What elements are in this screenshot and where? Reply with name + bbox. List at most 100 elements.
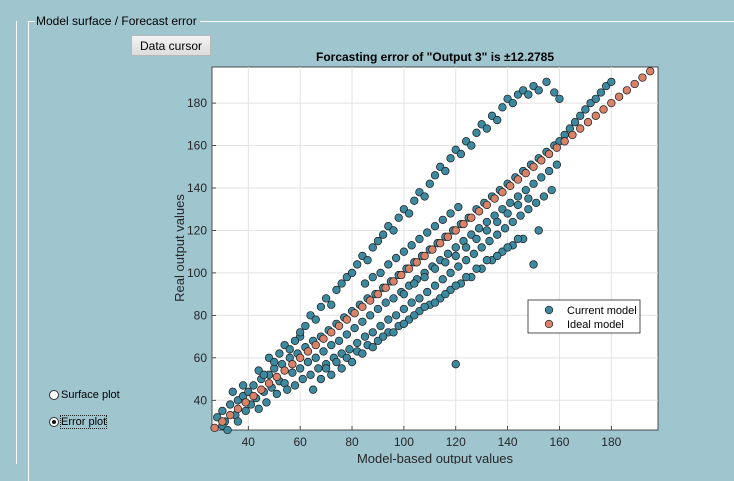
current-model-point	[394, 213, 403, 222]
current-model-point	[430, 281, 440, 290]
ideal-model-point	[544, 149, 554, 159]
current-model-point	[576, 111, 585, 120]
ideal-model-point	[622, 86, 632, 95]
current-model-point	[363, 256, 372, 265]
current-model-point	[500, 224, 510, 233]
current-model-point	[441, 166, 450, 176]
current-model-point	[430, 298, 440, 307]
error-scatter-chart[interactable]: 40 60 80 100 120 140 160 180 40 60 80 100 120 140 160…	[0, 0, 734, 464]
radio-button-icon[interactable]	[49, 390, 59, 400]
current-model-point	[327, 300, 336, 309]
current-model-point	[493, 230, 502, 239]
current-model-point	[493, 217, 502, 227]
current-model-point	[420, 273, 429, 282]
ideal-model-point	[303, 347, 313, 356]
current-model-point	[451, 281, 460, 290]
current-model-point	[334, 336, 344, 345]
radio-button-selected-icon[interactable]	[49, 417, 59, 427]
y-tick-label: 160	[187, 139, 207, 153]
current-model-point	[332, 285, 341, 295]
current-model-point	[472, 234, 481, 244]
current-model-point	[446, 268, 455, 278]
ideal-model-point	[327, 328, 336, 337]
current-model-point	[451, 360, 460, 369]
current-model-point	[430, 222, 440, 231]
error-plot-radio[interactable]: Error plot	[49, 415, 108, 429]
current-model-point	[254, 404, 263, 413]
y-axis-label: Real output values	[172, 194, 187, 302]
current-model-point	[423, 228, 432, 237]
ideal-model-point	[537, 156, 546, 165]
y-tick-label: 120	[187, 223, 207, 237]
ideal-model-point	[428, 245, 437, 254]
ideal-model-point	[638, 73, 647, 82]
ideal-model-point	[241, 398, 250, 407]
current-model-point	[555, 94, 564, 103]
current-model-point	[461, 256, 471, 265]
current-model-point	[391, 311, 401, 320]
x-tick-label: 100	[394, 435, 414, 449]
current-model-point	[360, 279, 370, 288]
current-model-point	[350, 323, 359, 333]
surface-plot-radio[interactable]: Surface plot	[49, 388, 120, 402]
current-model-point	[524, 194, 533, 203]
y-tick-label: 140	[187, 181, 207, 195]
ideal-model-point	[226, 410, 235, 420]
current-model-point	[238, 381, 248, 390]
current-model-point	[270, 357, 279, 367]
outer-frame-line	[16, 21, 17, 464]
current-model-point	[226, 400, 235, 409]
current-model-point	[529, 260, 538, 269]
grid-lines	[212, 67, 658, 430]
current-model-point	[529, 179, 538, 188]
current-model-point	[534, 226, 543, 235]
model-surface-panel	[28, 21, 734, 481]
current-model-point	[513, 192, 523, 201]
current-model-point	[288, 368, 297, 377]
legend-marker-ideal-model	[544, 319, 554, 329]
current-model-point	[218, 406, 227, 416]
current-model-point	[373, 304, 383, 314]
current-model-point	[347, 268, 357, 278]
current-model-point	[368, 343, 377, 352]
current-model-point	[337, 279, 346, 288]
current-model-point	[477, 243, 486, 252]
ideal-model-point	[264, 379, 274, 388]
ideal-model-point	[373, 289, 383, 299]
current-model-point	[327, 340, 336, 350]
x-tick-label: 60	[293, 435, 307, 449]
ideal-model-point	[233, 404, 243, 413]
current-model-point	[454, 262, 463, 271]
current-model-point	[290, 336, 300, 345]
legend-label-current-model: Current model	[567, 305, 637, 317]
current-model-point	[516, 211, 525, 220]
current-model-point	[469, 249, 479, 258]
ideal-model-point	[474, 207, 484, 216]
ideal-model-point	[288, 360, 297, 369]
ideal-model-point	[381, 283, 390, 292]
current-model-point	[534, 86, 543, 95]
y-tick-label: 80	[194, 308, 208, 322]
current-model-point	[233, 417, 243, 426]
current-model-point	[474, 224, 484, 233]
legend: Current model Ideal model	[527, 299, 641, 334]
current-model-point	[321, 364, 331, 373]
current-model-point	[283, 385, 292, 394]
current-model-point	[378, 332, 388, 341]
data-cursor-button[interactable]: Data cursor	[131, 35, 211, 56]
y-tick-label: 40	[194, 393, 208, 407]
current-model-point	[493, 251, 502, 261]
ideal-model-point	[358, 302, 367, 312]
current-model-point	[461, 243, 471, 252]
current-model-point	[415, 294, 424, 303]
current-model-point	[342, 330, 351, 339]
y-ticks: 40 60 80 100 120 140 160 180	[187, 96, 216, 407]
ideal-model-point	[296, 353, 305, 362]
current-model-point	[508, 217, 517, 227]
current-model-point	[373, 236, 383, 246]
x-tick-label: 180	[601, 435, 621, 449]
ideal-model-point	[506, 181, 515, 191]
current-model-point	[275, 349, 284, 358]
x-tick-label: 120	[446, 435, 466, 449]
current-model-point	[399, 289, 409, 299]
